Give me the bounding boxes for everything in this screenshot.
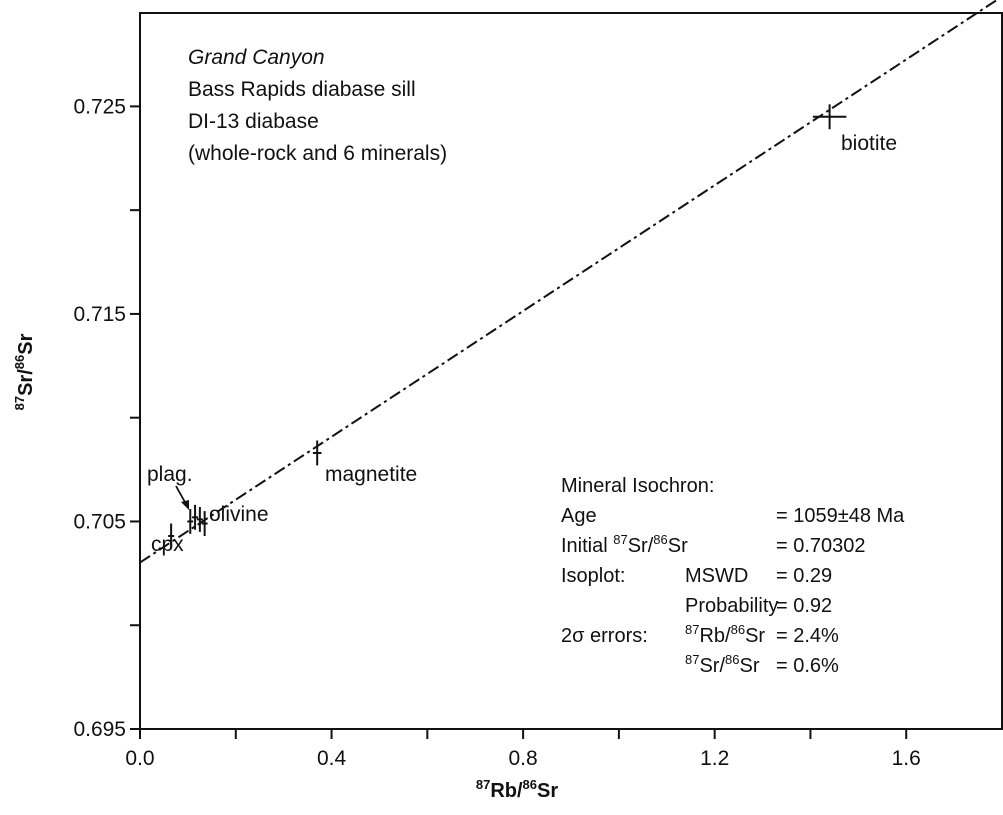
y-tick-label: 0.695 (73, 718, 126, 741)
label-olivine: olivine (209, 503, 269, 526)
stats-sr-err-value: = 0.6% (776, 655, 839, 677)
isochron-line (139, 0, 999, 564)
stats-isoplot-label: Isoplot: (561, 565, 625, 587)
stats-errors-label: 2σ errors: (561, 625, 648, 647)
label-magnetite: magnetite (325, 463, 417, 486)
x-tick-label: 1.2 (700, 747, 729, 770)
stats-mswd-label: MSWD (685, 565, 748, 587)
data-point-whole-rock (187, 509, 194, 534)
stats-initial-value: = 0.70302 (776, 535, 866, 557)
plot-frame (139, 12, 1003, 730)
data-point-biotite (812, 104, 847, 130)
annotation-line-2: Bass Rapids diabase sill (188, 78, 416, 101)
y-axis-ticks: 0.695 0.705 0.715 0.725 (73, 95, 140, 741)
stats-age-value: = 1059±48 Ma (776, 505, 905, 527)
annotation-line-1: Grand Canyon (188, 46, 325, 69)
stats-sr-err-label: 87Sr/86Sr (685, 652, 760, 677)
x-tick-label: 0.8 (509, 747, 538, 770)
stats-initial-label: Initial 87Sr/86Sr (561, 532, 688, 557)
stats-heading: Mineral Isochron: (561, 475, 714, 497)
data-point-mineral (196, 506, 203, 532)
data-point-olivine (201, 511, 208, 536)
y-tick-label: 0.725 (73, 95, 126, 118)
stats-rb-err-value: = 2.4% (776, 625, 839, 647)
stats-prob-value: = 0.92 (776, 595, 832, 617)
x-tick-label: 0.4 (317, 747, 347, 770)
x-axis-ticks: 0.0 0.4 0.8 1.2 1.6 (125, 729, 921, 770)
stats-prob-label: Probability (685, 595, 778, 617)
data-points (168, 104, 847, 549)
stats-age-label: Age (561, 505, 597, 527)
stats-rb-err-label: 87Rb/86Sr (685, 622, 765, 647)
annotation-line-3: DI-13 diabase (188, 110, 319, 133)
plag-arrow (175, 485, 189, 510)
data-point-cpx (168, 523, 175, 549)
y-tick-label: 0.705 (73, 510, 126, 533)
data-point-magnetite (312, 440, 322, 466)
annotation-line-4: (whole-rock and 6 minerals) (188, 142, 447, 165)
x-axis-title: 87Rb/86Sr (476, 777, 558, 802)
label-plag: plag. (147, 463, 193, 486)
x-tick-label: 1.6 (892, 747, 921, 770)
stats-mswd-value: = 0.29 (776, 565, 832, 587)
y-tick-label: 0.715 (73, 303, 126, 326)
data-point-plag (192, 504, 199, 530)
x-tick-label: 0.0 (125, 747, 154, 770)
y-axis-title: 87Sr/86Sr (12, 333, 37, 410)
isochron-stats: Mineral Isochron: Age = 1059±48 Ma Initi… (561, 475, 905, 677)
label-cpx: cpx (151, 533, 184, 556)
label-biotite: biotite (841, 132, 897, 155)
